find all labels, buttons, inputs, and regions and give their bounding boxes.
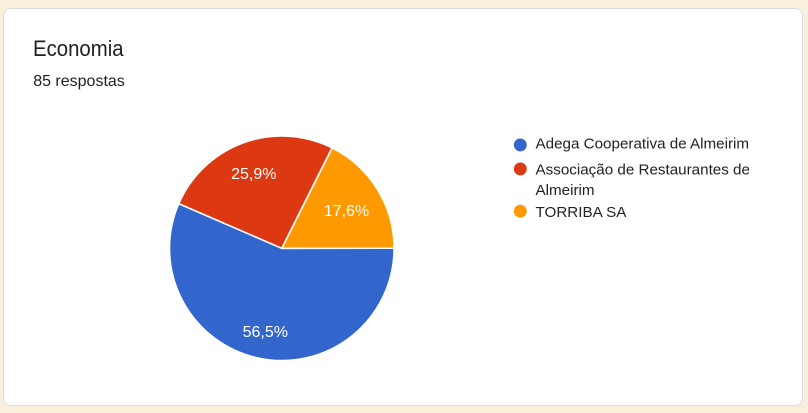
svg-text:Almeirim: Almeirim (536, 182, 595, 199)
svg-text:Associação de Restaurantes de: Associação de Restaurantes de (536, 162, 750, 179)
svg-text:56,5%: 56,5% (243, 324, 288, 341)
svg-text:Adega Cooperativa de Almeirim: Adega Cooperativa de Almeirim (536, 136, 750, 153)
svg-text:25,9%: 25,9% (231, 166, 276, 183)
svg-text:17,6%: 17,6% (324, 203, 369, 220)
svg-text:TORRIBA SA: TORRIBA SA (536, 204, 628, 221)
